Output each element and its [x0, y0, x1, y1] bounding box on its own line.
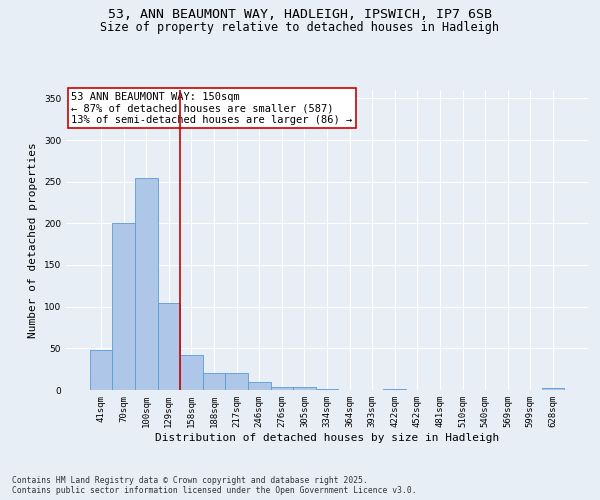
X-axis label: Distribution of detached houses by size in Hadleigh: Distribution of detached houses by size … [155, 432, 499, 442]
Bar [271, 386, 293, 390]
Y-axis label: Number of detached properties: Number of detached properties [28, 142, 38, 338]
Bar [293, 386, 316, 390]
Bar [542, 388, 564, 390]
Text: Contains HM Land Registry data © Crown copyright and database right 2025.
Contai: Contains HM Land Registry data © Crown c… [12, 476, 416, 495]
Bar [135, 178, 158, 390]
Bar [226, 374, 248, 390]
Text: 53 ANN BEAUMONT WAY: 150sqm
← 87% of detached houses are smaller (587)
13% of se: 53 ANN BEAUMONT WAY: 150sqm ← 87% of det… [71, 92, 352, 124]
Bar [112, 224, 135, 390]
Bar [248, 382, 271, 390]
Bar [180, 355, 203, 390]
Bar [316, 389, 338, 390]
Text: 53, ANN BEAUMONT WAY, HADLEIGH, IPSWICH, IP7 6SB: 53, ANN BEAUMONT WAY, HADLEIGH, IPSWICH,… [108, 8, 492, 20]
Bar [90, 350, 112, 390]
Bar [203, 374, 226, 390]
Bar [383, 389, 406, 390]
Text: Size of property relative to detached houses in Hadleigh: Size of property relative to detached ho… [101, 21, 499, 34]
Bar [158, 302, 180, 390]
